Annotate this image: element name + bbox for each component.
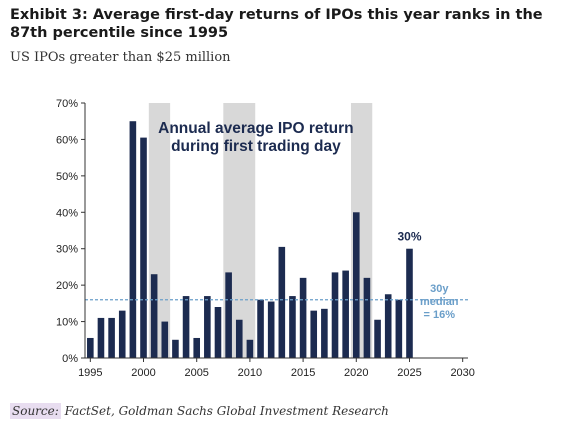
x-tick-label-2025: 2025 (397, 367, 421, 379)
median-label-line-2: = 16% (424, 309, 456, 321)
source-text: FactSet, Goldman Sachs Global Investment… (60, 404, 389, 418)
x-tick-label-2010: 2010 (238, 367, 262, 379)
chart-inner-title-line-1: during first trading day (171, 138, 341, 155)
y-tick-label-60: 60% (56, 134, 78, 146)
bar-1998 (118, 310, 126, 358)
bar-2025 (406, 248, 413, 358)
bar-2023 (384, 294, 392, 358)
chart-title: Exhibit 3: Average first-day returns of … (10, 7, 543, 41)
bar-2012 (267, 301, 275, 358)
bar-2001 (150, 274, 158, 358)
bar-2004 (182, 296, 190, 358)
bar-1996 (97, 317, 105, 358)
y-tick-label-0: 0% (62, 353, 78, 365)
x-tick-label-2020: 2020 (344, 367, 368, 379)
bar-1997 (108, 317, 115, 358)
bar-1995 (87, 337, 94, 358)
bar-2002 (161, 321, 169, 358)
x-tick-label-2005: 2005 (184, 367, 208, 379)
bar-2000 (140, 137, 147, 358)
bar-2006 (204, 296, 211, 358)
bar-2017 (321, 308, 328, 358)
bar-2019 (342, 270, 349, 358)
axes: 0% 10% 20% 30% 40% 50% 60% 70% 1995 2000 2005 2010 2… (56, 98, 475, 379)
bar-2022 (374, 319, 381, 358)
bar-2014 (289, 296, 296, 358)
bar-2016 (310, 310, 318, 358)
x-tick-label-1995: 1995 (78, 367, 102, 379)
bar-2009 (235, 319, 243, 358)
bar-2008 (225, 272, 232, 358)
value-label-2025: 30% (397, 230, 421, 244)
y-tick-label-50: 50% (56, 171, 78, 183)
x-tick-label-2015: 2015 (291, 367, 315, 379)
x-tick-label-2030: 2030 (450, 367, 474, 379)
chart-subtitle: US IPOs greater than $25 million (10, 50, 231, 65)
y-tick-label-20: 20% (56, 280, 78, 292)
y-tick-label-70: 70% (56, 98, 78, 110)
bar-2020 (352, 212, 360, 358)
x-tick-label-2000: 2000 (131, 367, 155, 379)
source-label: Source: (10, 403, 61, 419)
bar-2015 (299, 277, 307, 358)
bar-2005 (193, 337, 201, 358)
source-note: Source: FactSet, Goldman Sachs Global In… (10, 403, 389, 419)
y-tick-label-30: 30% (56, 244, 78, 256)
y-tick-label-10: 10% (56, 317, 78, 329)
bar-2013 (278, 246, 286, 358)
bar-2021 (363, 277, 371, 358)
bar-2003 (172, 339, 179, 358)
chart-inner-title-line-0: Annual average IPO return (158, 120, 354, 137)
bar-2011 (257, 299, 264, 358)
median-label-line-0: 30y (430, 283, 449, 295)
bar-2018 (331, 272, 339, 358)
bar-2007 (214, 307, 222, 358)
y-tick-label-40: 40% (56, 207, 78, 219)
bar-2010 (246, 339, 254, 358)
bar-1999 (129, 121, 137, 358)
bar-2024 (395, 299, 403, 358)
bar-series (87, 121, 413, 358)
median-label-line-1: median (420, 296, 459, 308)
